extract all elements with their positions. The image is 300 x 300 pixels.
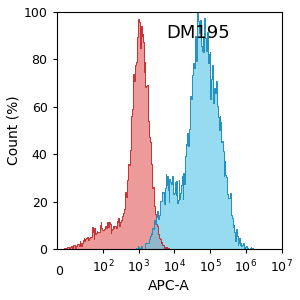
X-axis label: APC-A: APC-A <box>148 279 190 293</box>
Y-axis label: Count (%): Count (%) <box>7 96 21 165</box>
Text: DM195: DM195 <box>167 24 230 42</box>
Text: 0: 0 <box>56 265 64 278</box>
